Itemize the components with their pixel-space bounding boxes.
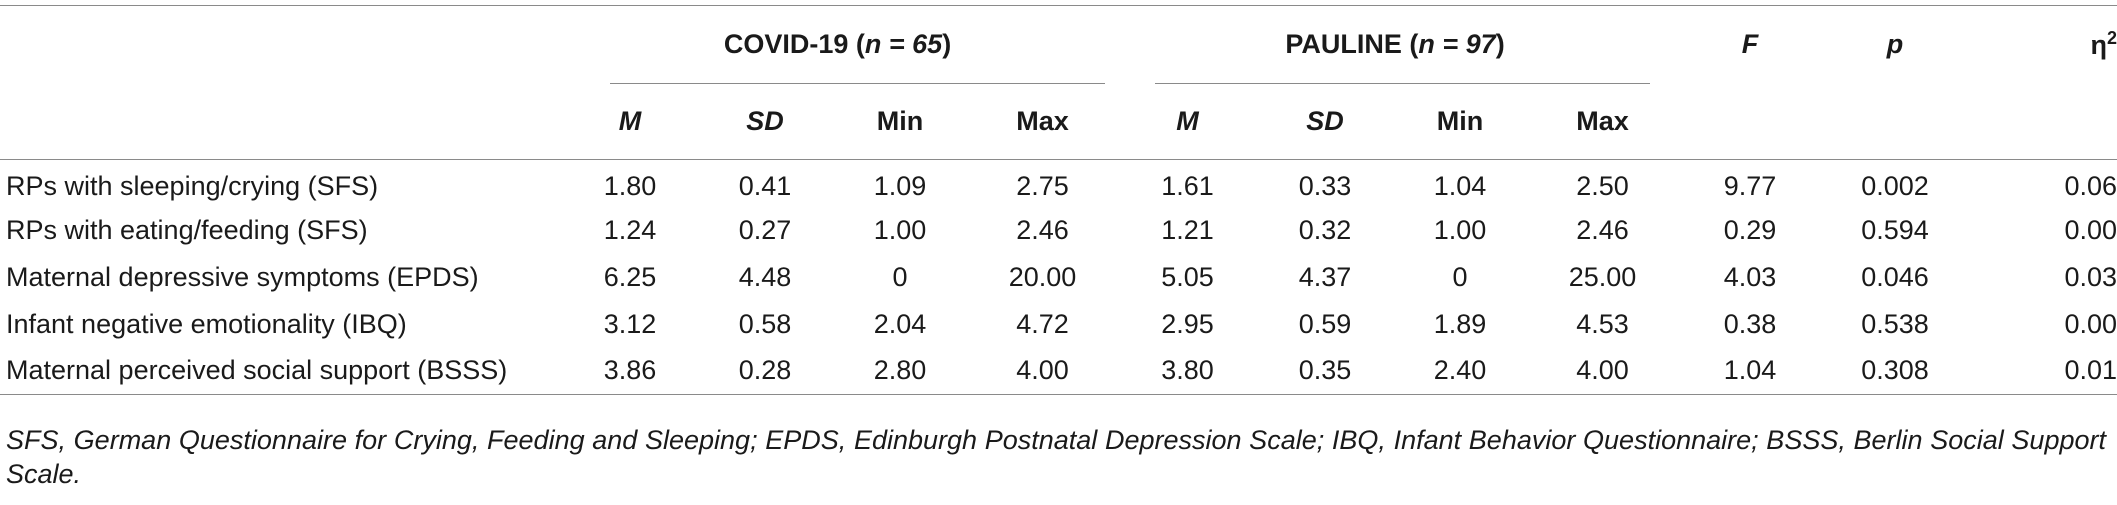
f-cell: 4.03 (1723, 261, 1777, 292)
p-cell: 0.308 (1861, 355, 1929, 386)
pauline-group-n: n = 97 (1418, 29, 1496, 60)
pauline-min-cell: 1.00 (1433, 214, 1487, 245)
pauline-m-cell: 1.61 (1161, 170, 1214, 201)
eta-squared-header: η2 (2090, 28, 2117, 61)
table-footnote: SFS, German Questionnaire for Crying, Fe… (6, 425, 2106, 489)
pauline-m-cell: 3.80 (1161, 355, 1214, 386)
covid-min-cell: 1.00 (873, 214, 927, 245)
pauline-sd-header: SD (1306, 105, 1344, 136)
pauline-min-cell: 0 (1452, 261, 1468, 292)
f-cell: 0.29 (1723, 214, 1777, 245)
covid-sd-cell: 0.27 (738, 214, 792, 245)
covid-min-cell: 2.80 (873, 355, 927, 386)
covid-max-cell: 4.00 (1016, 355, 1069, 386)
pauline-max-cell: 2.50 (1576, 170, 1629, 201)
covid-max-cell: 20.00 (1008, 261, 1077, 292)
row-label: Infant negative emotionality (IBQ) (6, 308, 407, 339)
pauline-sd-cell: 0.32 (1298, 214, 1352, 245)
covid-m-cell: 1.24 (603, 214, 657, 245)
pauline-group-header: PAULINE (n = 97) (1115, 6, 1675, 84)
covid-min-header: Min (876, 105, 924, 136)
table-row: Maternal depressive symptoms (EPDS) 6.25… (0, 254, 2117, 301)
covid-min-cell: 1.09 (873, 170, 927, 201)
eta-squared-cell: 0.01 (2064, 355, 2117, 386)
pauline-min-header: Min (1436, 105, 1484, 136)
row-label: Maternal depressive symptoms (EPDS) (6, 261, 479, 292)
pauline-group-label: PAULINE (1285, 29, 1402, 60)
covid-sd-cell: 0.28 (738, 355, 792, 386)
covid-max-cell: 2.75 (1016, 170, 1069, 201)
covid-group-label: COVID-19 (723, 29, 849, 60)
covid-sd-cell: 0.58 (738, 308, 792, 339)
covid-m-cell: 1.80 (603, 170, 657, 201)
f-cell: 1.04 (1723, 355, 1777, 386)
p-header: p (1886, 29, 1904, 60)
p-cell: 0.538 (1861, 308, 1929, 339)
covid-group-n: n = 65 (864, 29, 943, 60)
pauline-max-cell: 25.00 (1568, 261, 1637, 292)
eta-squared-cell: 0.00 (2064, 214, 2117, 245)
covid-min-cell: 0 (892, 261, 908, 292)
pauline-sd-cell: 0.33 (1298, 170, 1352, 201)
pauline-min-cell: 1.89 (1433, 308, 1487, 339)
covid-m-cell: 6.25 (603, 261, 657, 292)
pauline-m-header: M (1176, 105, 1199, 136)
row-label: RPs with sleeping/crying (SFS) (6, 170, 379, 201)
pauline-max-cell: 4.00 (1576, 355, 1629, 386)
pauline-max-cell: 2.46 (1576, 214, 1629, 245)
row-label: Maternal perceived social support (BSSS) (6, 355, 508, 386)
descriptive-statistics-table: COVID-19 (n = 65) PAULINE (n = 97) F p η… (0, 5, 2117, 395)
covid-max-cell: 2.46 (1016, 214, 1069, 245)
eta-squared-cell: 0.00 (2064, 308, 2117, 339)
covid-max-header: Max (1016, 105, 1069, 136)
covid-sd-cell: 4.48 (738, 261, 792, 292)
covid-m-cell: 3.86 (603, 355, 657, 386)
pauline-max-header: Max (1576, 105, 1629, 136)
pauline-sd-cell: 4.37 (1298, 261, 1352, 292)
group-header-row: COVID-19 (n = 65) PAULINE (n = 97) F p η… (0, 5, 2117, 84)
p-cell: 0.046 (1861, 261, 1929, 292)
f-header: F (1741, 29, 1759, 60)
sub-header-row: M SD Min Max M SD Min Max (0, 84, 2117, 160)
covid-sd-header: SD (746, 105, 784, 136)
table-row: Infant negative emotionality (IBQ) 3.12 … (0, 301, 2117, 348)
table-row: Maternal perceived social support (BSSS)… (0, 348, 2117, 395)
row-label: RPs with eating/feeding (SFS) (6, 214, 368, 245)
pauline-m-cell: 2.95 (1161, 308, 1214, 339)
table-row: RPs with sleeping/crying (SFS) 1.80 0.41… (0, 160, 2117, 207)
p-cell: 0.594 (1861, 214, 1929, 245)
covid-m-cell: 3.12 (603, 308, 657, 339)
eta-squared-cell: 0.03 (2064, 261, 2117, 292)
pauline-sd-cell: 0.59 (1298, 308, 1352, 339)
covid-sd-cell: 0.41 (738, 170, 792, 201)
f-cell: 0.38 (1723, 308, 1777, 339)
empty-header-cell (0, 6, 560, 84)
covid-m-header: M (618, 105, 642, 136)
covid-max-cell: 4.72 (1016, 308, 1069, 339)
pauline-max-cell: 4.53 (1576, 308, 1629, 339)
eta-squared-cell: 0.06 (2064, 170, 2117, 201)
empty-sub-header-cell (0, 84, 560, 160)
pauline-m-cell: 5.05 (1161, 261, 1214, 292)
covid-group-header: COVID-19 (n = 65) (560, 6, 1115, 84)
table-row: RPs with eating/feeding (SFS) 1.24 0.27 … (0, 207, 2117, 254)
f-cell: 9.77 (1723, 170, 1777, 201)
covid-min-cell: 2.04 (873, 308, 927, 339)
p-cell: 0.002 (1861, 170, 1929, 201)
pauline-m-cell: 1.21 (1161, 214, 1214, 245)
pauline-min-cell: 1.04 (1433, 170, 1487, 201)
pauline-sd-cell: 0.35 (1298, 355, 1352, 386)
pauline-min-cell: 2.40 (1433, 355, 1487, 386)
